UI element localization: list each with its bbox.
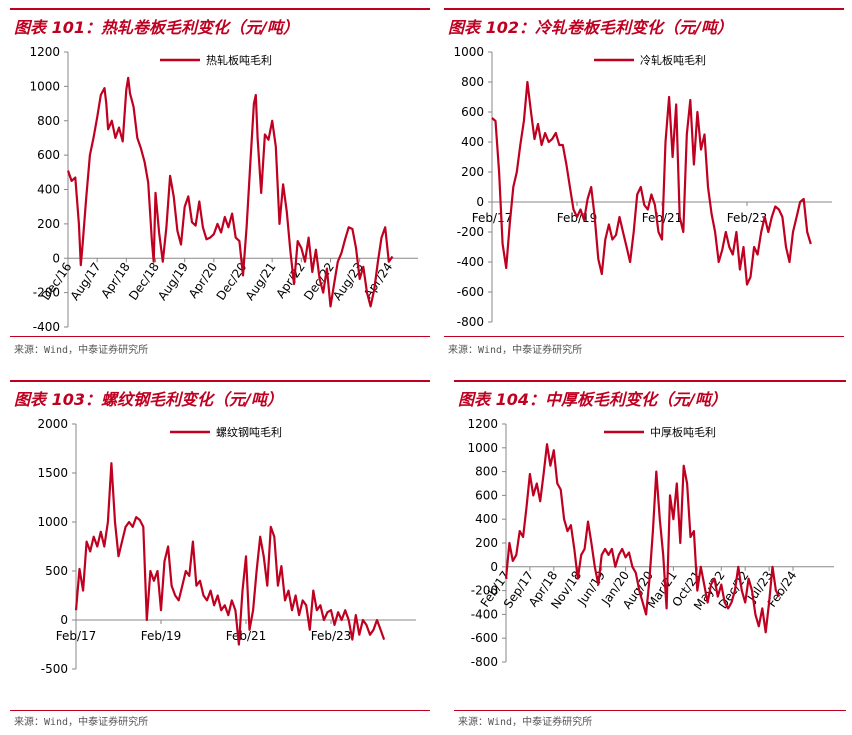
y-tick-label: 1200 — [29, 45, 60, 59]
line-chart-104: -800-600-400-200020040060080010001200Feb… — [467, 417, 834, 669]
title-divider — [454, 380, 846, 382]
y-tick-label: 0 — [52, 251, 60, 265]
chart-title: 图表 104：中厚板毛利变化（元/吨） — [458, 390, 727, 409]
y-tick-label: 0 — [60, 613, 68, 627]
series-line — [504, 443, 781, 634]
title-divider — [10, 380, 430, 382]
chart-panel-103: 图表 103：螺纹钢毛利变化（元/吨） -500 0 500 1000 1500 2000… — [10, 380, 430, 730]
y-tick-label: -600 — [471, 631, 498, 645]
legend-label: 螺纹钢吨毛利 — [216, 425, 282, 439]
y-tick-label: -400 — [33, 320, 60, 334]
y-tick-label: 800 — [475, 465, 498, 479]
y-tick-label: 800 — [461, 75, 484, 89]
y-tick-label: -600 — [457, 285, 484, 299]
series-line — [66, 76, 394, 308]
source-note: 来源：Wind，中泰证券研究所 — [458, 717, 593, 728]
y-tick-label: 0 — [476, 195, 484, 209]
y-tick-label: 1000 — [29, 79, 60, 93]
y-tick-label: -500 — [41, 662, 68, 676]
x-tick-label: Feb/17 — [472, 211, 513, 225]
source-divider — [10, 336, 430, 337]
y-tick-label: 800 — [37, 114, 60, 128]
x-tick-label: Aug/17 — [68, 260, 104, 303]
y-tick-label: 1000 — [467, 441, 498, 455]
chart-panel-104: 图表 104：中厚板毛利变化（元/吨） -800 -600 -400 -200 0 200… — [454, 380, 846, 730]
x-tick-label: Aug/21 — [243, 260, 279, 303]
y-tick-label: 200 — [37, 217, 60, 231]
y-tick-label: 200 — [461, 165, 484, 179]
source-divider — [444, 336, 844, 337]
title-divider — [444, 8, 844, 10]
chart-title: 图表 102：冷轧卷板毛利变化（元/吨） — [448, 18, 733, 37]
series-line — [74, 462, 386, 646]
source-divider — [454, 710, 846, 711]
legend-label: 冷轧板吨毛利 — [640, 53, 706, 67]
chart-panel-102: 图表 102：冷轧卷板毛利变化（元/吨） -800 -600 -400 -200 0 20… — [444, 8, 844, 358]
x-tick-label: Feb/21 — [226, 629, 267, 643]
chart-title: 图表 101：热轧卷板毛利变化（元/吨） — [14, 18, 299, 37]
y-tick-label: 600 — [475, 488, 498, 502]
y-tick-label: 1500 — [37, 466, 68, 480]
line-chart-103: -500 0 500 1000 1500 2000 Feb/17 Feb/19 Feb/21 Fe… — [37, 417, 416, 676]
y-tick-label: -400 — [471, 607, 498, 621]
x-tick-label: Aug/19 — [155, 260, 191, 303]
y-tick-label: 2000 — [37, 417, 68, 431]
y-tick-label: 400 — [37, 183, 60, 197]
y-tick-label: 600 — [461, 105, 484, 119]
y-tick-label: 400 — [475, 512, 498, 526]
y-tick-label: -200 — [471, 584, 498, 598]
chart-title: 图表 103：螺纹钢毛利变化（元/吨） — [14, 390, 283, 409]
x-tick-label: Feb/23 — [311, 629, 352, 643]
y-tick-label: 0 — [490, 560, 498, 574]
y-tick-label: 200 — [475, 536, 498, 550]
y-tick-label: 1200 — [467, 417, 498, 431]
line-chart-101: -400-200020040060080010001200Dec/16Aug/1… — [29, 45, 418, 334]
x-tick-label: Feb/17 — [56, 629, 97, 643]
chart-panel-101: 图表 101：热轧卷板毛利变化（元/吨） -400 -200 0 200 400 600 8… — [10, 8, 430, 358]
legend-label: 热轧板吨毛利 — [206, 53, 272, 67]
source-note: 来源：Wind，中泰证券研究所 — [14, 717, 149, 728]
y-tick-label: 400 — [461, 135, 484, 149]
y-tick-label: 500 — [45, 564, 68, 578]
y-tick-label: -200 — [457, 225, 484, 239]
source-note: 来源：Wind，中泰证券研究所 — [448, 345, 583, 356]
y-tick-label: 1000 — [37, 515, 68, 529]
x-tick-label: Feb/23 — [727, 211, 768, 225]
y-tick-label: -200 — [33, 286, 60, 300]
source-note: 来源：Wind，中泰证券研究所 — [14, 345, 149, 356]
series-line — [491, 80, 812, 286]
line-chart-102: -800 -600 -400 -200 0 200 400 600 800 1000 Feb/17 F… — [453, 45, 832, 329]
title-divider — [10, 8, 430, 10]
y-tick-label: 600 — [37, 148, 60, 162]
x-tick-label: Feb/19 — [141, 629, 182, 643]
y-tick-label: 1000 — [453, 45, 484, 59]
y-tick-label: -800 — [471, 655, 498, 669]
y-tick-label: -800 — [457, 315, 484, 329]
legend-label: 中厚板吨毛利 — [650, 425, 716, 439]
source-divider — [10, 710, 430, 711]
y-tick-label: -400 — [457, 255, 484, 269]
